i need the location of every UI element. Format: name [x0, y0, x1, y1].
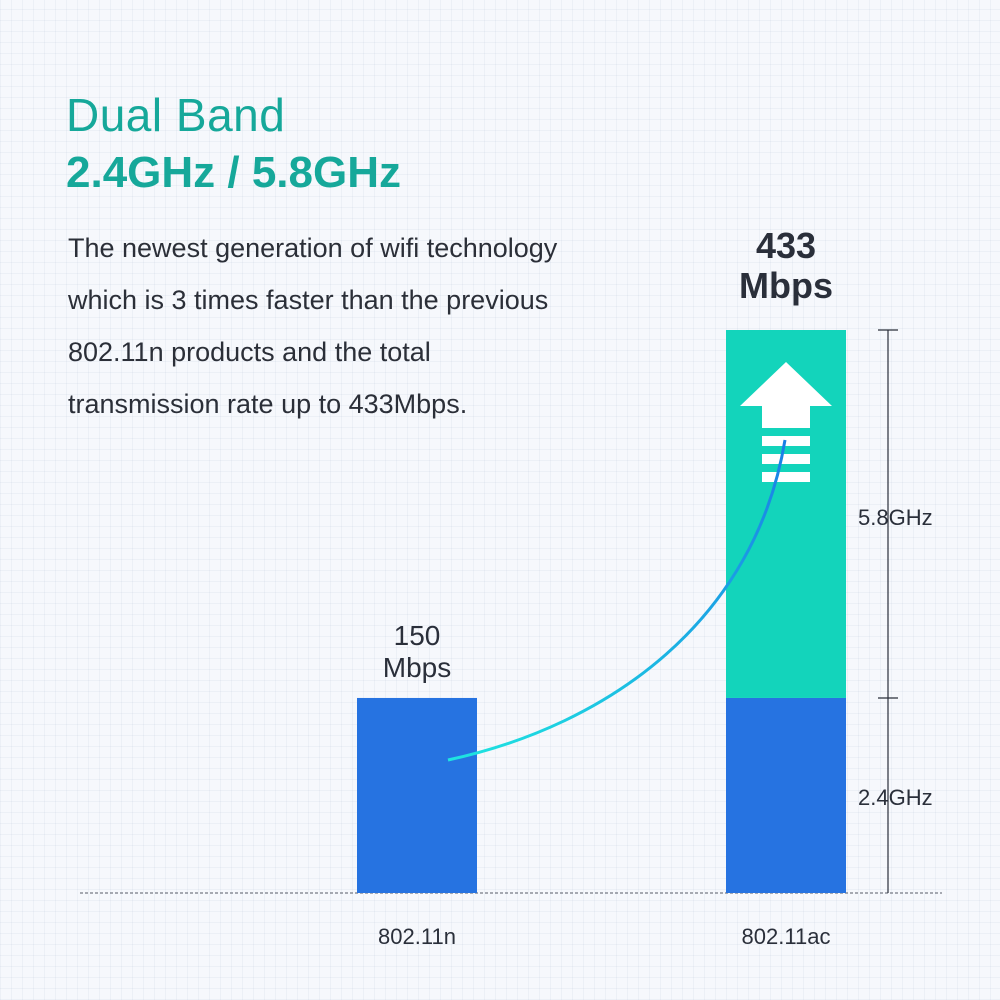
description-line-3: 802.11n products and the total: [68, 337, 431, 367]
description: The newest generation of wifi technology…: [68, 222, 708, 430]
description-line-2: which is 3 times faster than the previou…: [68, 285, 549, 315]
category-label-802-11n: 802.11n: [378, 924, 456, 949]
page-title: Dual Band: [66, 89, 286, 141]
description-line-4: transmission rate up to 433Mbps.: [68, 389, 468, 419]
bar-802-11ac-2-4ghz: [726, 697, 846, 893]
unit-label-802-11n: Mbps: [383, 652, 451, 683]
value-label-802-11ac: 433: [756, 225, 816, 266]
band-bracket: [878, 329, 898, 893]
bar-802-11n: [357, 697, 477, 893]
band-label-5-8ghz: 5.8GHz: [858, 505, 933, 530]
category-label-802-11ac: 802.11ac: [742, 924, 831, 949]
curve-arrow: [447, 439, 787, 762]
unit-label-802-11ac: Mbps: [739, 265, 833, 306]
page-subtitle: 2.4GHz / 5.8GHz: [66, 148, 402, 197]
value-label-802-11n: 150: [394, 620, 441, 651]
description-line-1: The newest generation of wifi technology: [68, 233, 558, 263]
band-label-2-4ghz: 2.4GHz: [858, 785, 933, 810]
